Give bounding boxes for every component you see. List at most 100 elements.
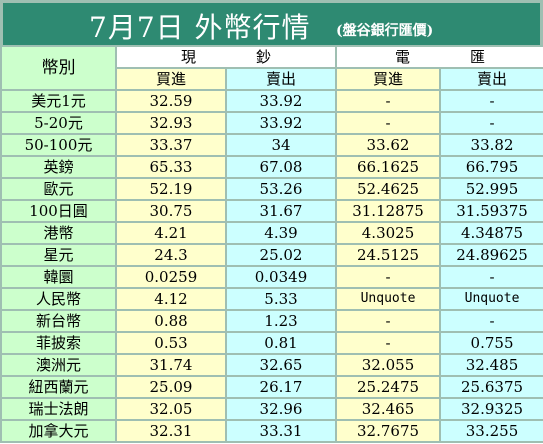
wire-sell-cell: 33.255	[439, 419, 543, 443]
cash-sell-cell: 4.39	[224, 221, 338, 245]
wire-sell-cell: -	[439, 111, 543, 135]
wire-buy-cell: -	[335, 265, 442, 289]
cash-sell-cell: 1.23	[224, 309, 338, 333]
wire-sell-header: 賣出	[439, 67, 543, 91]
currency-name-cell: 星元	[0, 243, 117, 267]
table-row: 星元 24.3 25.02 24.5125 24.89625	[0, 243, 543, 267]
title-bar: 7月7日 外幣行情 (盤谷銀行匯價)	[0, 0, 543, 45]
cash-buy-cell: 25.09	[115, 375, 227, 399]
bank-source-label: (盤谷銀行匯價)	[336, 23, 434, 39]
wire-sell-cell: 32.9325	[439, 397, 543, 421]
currency-column-header: 幣別	[0, 45, 117, 91]
wire-sell-cell: 0.755	[439, 331, 543, 355]
wire-sell-cell: 31.59375	[439, 199, 543, 223]
cash-sell-cell: 32.65	[224, 353, 338, 377]
table-row: 韓圜 0.0259 0.0349- -	[0, 265, 543, 289]
cash-buy-cell: 0.0259	[115, 265, 227, 289]
currency-name-cell: 美元1元	[0, 89, 117, 113]
wire-sell-cell: 32.485	[439, 353, 543, 377]
wire-sell-cell: -	[439, 309, 543, 333]
rates-body: 美元1元 32.59 33.92- -5-20元 32.93 33.92- -50-100元…	[0, 89, 543, 443]
table-row: 菲披索 0.53 0.81-0.755	[0, 331, 543, 355]
wire-sell-cell: 66.795	[439, 155, 543, 179]
cash-buy-cell: 24.3	[115, 243, 227, 267]
wire-sell-cell: 24.89625	[439, 243, 543, 267]
table-row: 瑞士法朗 32.05 32.96 32.465 32.9325	[0, 397, 543, 421]
wire-buy-cell: -	[335, 331, 442, 355]
wire-sell-cell: 25.6375	[439, 375, 543, 399]
currency-name-cell: 韓圜	[0, 265, 117, 289]
header-row-groups: 幣別 現 鈔 電 匯	[0, 45, 543, 91]
header-row-sides: 買進 賣出 買進 賣出	[1, 67, 543, 91]
cash-sell-cell: 26.17	[224, 375, 338, 399]
wire-buy-header: 買進	[335, 67, 442, 91]
cash-sell-cell: 34	[224, 133, 338, 157]
cash-buy-cell: 32.93	[115, 111, 227, 135]
cash-sell-cell: 0.81	[224, 331, 338, 355]
currency-name-cell: 100日圓	[0, 199, 117, 223]
cash-buy-cell: 32.05	[115, 397, 227, 421]
wire-sell-cell: 4.34875	[439, 221, 543, 245]
cash-buy-cell: 4.12	[115, 287, 227, 311]
table-row: 港幣 4.21 4.39 4.3025 4.34875	[0, 221, 543, 245]
wire-sell-cell: Unquote	[439, 287, 543, 311]
cash-buy-cell: 0.53	[115, 331, 227, 355]
currency-name-cell: 人民幣	[0, 287, 117, 311]
table-row: 歐元 52.19 53.26 52.4625 52.995	[0, 177, 543, 201]
currency-name-cell: 英鎊	[0, 155, 117, 179]
table-row: 加拿大元 32.31 33.31 32.7675 33.255	[0, 419, 543, 443]
wire-buy-cell: 32.7675	[335, 419, 442, 443]
wire-buy-cell: 66.1625	[335, 155, 442, 179]
cash-sell-cell: 33.92	[224, 111, 338, 135]
cash-buy-cell: 33.37	[115, 133, 227, 157]
table-row: 新台幣 0.88 1.23- -	[0, 309, 543, 333]
wire-sell-cell: 33.82	[439, 133, 543, 157]
wire-group-header: 電 匯	[335, 45, 543, 69]
wire-buy-cell: -	[335, 309, 442, 333]
wire-buy-cell: 31.12875	[335, 199, 442, 223]
cash-sell-cell: 53.26	[224, 177, 338, 201]
wire-buy-cell: -	[335, 89, 442, 113]
cash-buy-cell: 65.33	[115, 155, 227, 179]
wire-sell-cell: -	[439, 89, 543, 113]
wire-buy-cell: Unquote	[335, 287, 442, 311]
wire-buy-cell: -	[335, 111, 442, 135]
currency-name-cell: 5-20元	[0, 111, 117, 135]
currency-name-cell: 瑞士法朗	[0, 397, 117, 421]
cash-buy-cell: 30.75	[115, 199, 227, 223]
cash-sell-cell: 67.08	[224, 155, 338, 179]
cash-buy-header: 買進	[115, 67, 227, 91]
wire-buy-cell: 4.3025	[335, 221, 442, 245]
currency-name-cell: 50-100元	[0, 133, 117, 157]
currency-name-cell: 紐西蘭元	[0, 375, 117, 399]
currency-name-cell: 新台幣	[0, 309, 117, 333]
currency-name-cell: 菲披索	[0, 331, 117, 355]
wire-buy-cell: 52.4625	[335, 177, 442, 201]
wire-buy-cell: 24.5125	[335, 243, 442, 267]
cash-sell-cell: 25.02	[224, 243, 338, 267]
cash-sell-header: 賣出	[224, 67, 338, 91]
cash-sell-cell: 33.31	[224, 419, 338, 443]
cash-buy-cell: 32.31	[115, 419, 227, 443]
currency-name-cell: 港幣	[0, 221, 117, 245]
wire-buy-cell: 32.055	[335, 353, 442, 377]
table-row: 美元1元 32.59 33.92- -	[0, 89, 543, 113]
cash-buy-cell: 52.19	[115, 177, 227, 201]
currency-name-cell: 澳洲元	[0, 353, 117, 377]
cash-buy-cell: 32.59	[115, 89, 227, 113]
wire-buy-cell: 33.62	[335, 133, 442, 157]
table-row: 澳洲元 31.74 32.65 32.055 32.485	[0, 353, 543, 377]
table-row: 人民幣 4.12 5.33 Unquote Unquote	[0, 287, 543, 311]
cash-buy-cell: 4.21	[115, 221, 227, 245]
cash-sell-cell: 5.33	[224, 287, 338, 311]
table-row: 紐西蘭元 25.09 26.17 25.2475 25.6375	[0, 375, 543, 399]
page-title: 7月7日 外幣行情	[89, 11, 311, 44]
table-row: 50-100元 33.37 34 33.62 33.82	[0, 133, 543, 157]
cash-buy-cell: 31.74	[115, 353, 227, 377]
currency-name-cell: 歐元	[0, 177, 117, 201]
wire-sell-cell: 52.995	[439, 177, 543, 201]
rates-table: 幣別 現 鈔 電 匯 買進 賣出 買進 賣出 美元1元 32.59 33.92- -5…	[0, 45, 543, 443]
table-row: 5-20元 32.93 33.92- -	[0, 111, 543, 135]
currency-name-cell: 加拿大元	[0, 419, 117, 443]
